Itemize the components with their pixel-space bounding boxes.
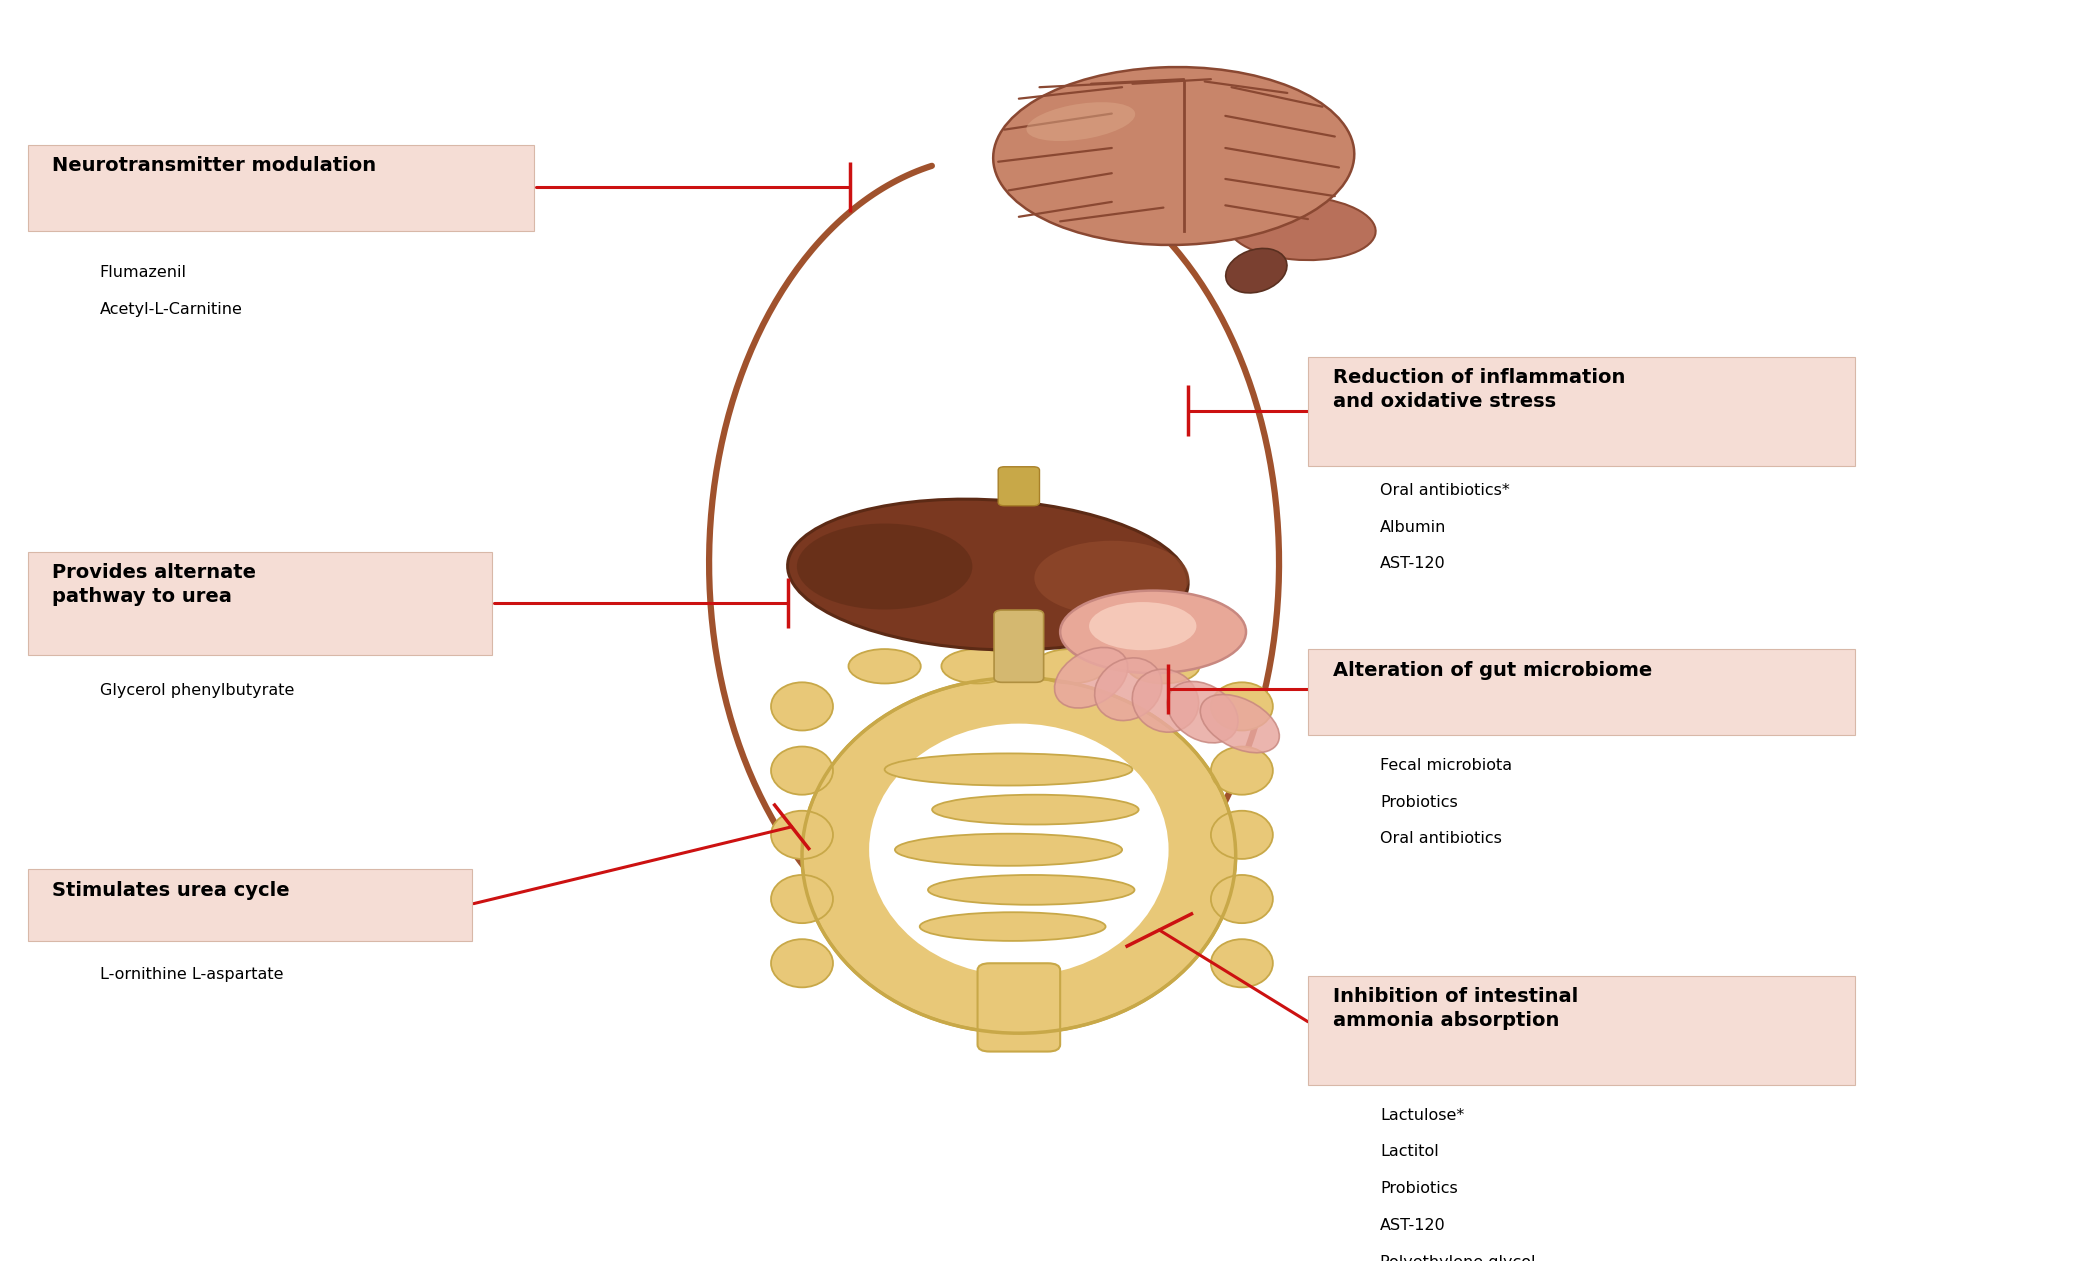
FancyBboxPatch shape [1308, 357, 1854, 465]
Text: Neurotransmitter modulation: Neurotransmitter modulation [52, 156, 376, 175]
Ellipse shape [894, 834, 1123, 866]
Ellipse shape [1200, 695, 1279, 753]
Text: Lactitol: Lactitol [1380, 1145, 1439, 1159]
Text: Alteration of gut microbiome: Alteration of gut microbiome [1333, 661, 1653, 680]
Ellipse shape [919, 912, 1106, 941]
Ellipse shape [771, 747, 834, 794]
Text: AST-120: AST-120 [1380, 1218, 1447, 1233]
Text: Provides alternate
pathway to urea: Provides alternate pathway to urea [52, 564, 256, 605]
Text: Probiotics: Probiotics [1380, 1182, 1457, 1197]
FancyBboxPatch shape [1308, 649, 1854, 735]
Ellipse shape [848, 649, 921, 683]
Ellipse shape [931, 794, 1139, 825]
Ellipse shape [1210, 682, 1272, 730]
Text: Inhibition of intestinal
ammonia absorption: Inhibition of intestinal ammonia absorpt… [1333, 987, 1578, 1030]
Ellipse shape [1210, 811, 1272, 859]
Ellipse shape [1133, 670, 1200, 733]
FancyBboxPatch shape [998, 467, 1040, 506]
Ellipse shape [771, 875, 834, 923]
Text: Fecal microbiota: Fecal microbiota [1380, 758, 1511, 773]
Ellipse shape [886, 753, 1133, 786]
Ellipse shape [788, 499, 1187, 649]
Ellipse shape [1166, 681, 1239, 743]
Text: Glycerol phenylbutyrate: Glycerol phenylbutyrate [100, 683, 295, 699]
Ellipse shape [1127, 649, 1200, 683]
FancyBboxPatch shape [1308, 976, 1854, 1084]
Text: Oral antibiotics: Oral antibiotics [1380, 831, 1503, 846]
Text: Polyethylene glycol: Polyethylene glycol [1380, 1255, 1536, 1261]
Ellipse shape [771, 939, 834, 987]
Ellipse shape [796, 523, 973, 609]
Text: Probiotics: Probiotics [1380, 794, 1457, 810]
Text: Albumin: Albumin [1380, 520, 1447, 535]
Ellipse shape [771, 811, 834, 859]
Ellipse shape [1229, 197, 1376, 260]
Text: AST-120: AST-120 [1380, 556, 1447, 571]
Ellipse shape [1060, 590, 1245, 673]
Ellipse shape [942, 649, 1015, 683]
Text: L-ornithine L-aspartate: L-ornithine L-aspartate [100, 967, 283, 982]
Ellipse shape [1210, 939, 1272, 987]
Ellipse shape [1210, 875, 1272, 923]
FancyBboxPatch shape [27, 551, 493, 654]
FancyBboxPatch shape [27, 869, 472, 942]
Ellipse shape [869, 724, 1168, 976]
Ellipse shape [802, 677, 1235, 1033]
Ellipse shape [994, 67, 1353, 245]
Text: Oral antibiotics*: Oral antibiotics* [1380, 483, 1509, 498]
FancyBboxPatch shape [994, 610, 1044, 682]
FancyBboxPatch shape [27, 145, 534, 231]
FancyBboxPatch shape [977, 963, 1060, 1052]
Ellipse shape [1027, 102, 1135, 141]
Ellipse shape [1210, 747, 1272, 794]
Ellipse shape [771, 682, 834, 730]
Ellipse shape [1096, 658, 1162, 720]
Ellipse shape [1089, 601, 1195, 651]
Ellipse shape [1035, 541, 1189, 615]
Text: Stimulates urea cycle: Stimulates urea cycle [52, 880, 289, 899]
Text: Lactulose*: Lactulose* [1380, 1107, 1464, 1122]
Text: Acetyl-L-Carnitine: Acetyl-L-Carnitine [100, 301, 243, 317]
Ellipse shape [1054, 647, 1127, 707]
Text: Reduction of inflammation
and oxidative stress: Reduction of inflammation and oxidative … [1333, 368, 1626, 411]
Ellipse shape [1035, 649, 1106, 683]
Ellipse shape [927, 875, 1135, 905]
Text: Flumazenil: Flumazenil [100, 265, 187, 280]
Ellipse shape [1227, 248, 1287, 293]
